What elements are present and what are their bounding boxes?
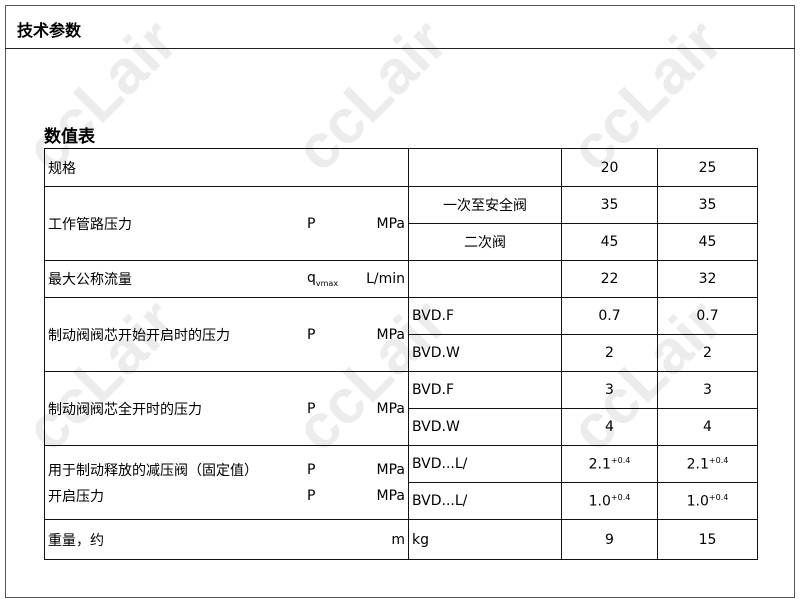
table-row: 规格 20 25	[44, 148, 758, 187]
panel-title: 技术参数	[17, 21, 82, 40]
table-row: 重量，约 m kg 9 15	[44, 519, 758, 560]
table-row: 二次阀 45 45	[45, 223, 758, 261]
table-row: BVD...L/ 1.0+0.4 1.0+0.4	[45, 482, 758, 520]
table-row: BVD.W 4 4	[45, 408, 758, 446]
table-row: 工作管路压力 P MPa 一次至安全阀 35 35	[44, 186, 758, 261]
table-row: 制动阀阀芯全开时的压力 P MPa BVD.F 3 3	[44, 371, 758, 446]
parameter-table: 规格 20 25 工作管路压力 P MPa 一次至安全阀 35 35 二次阀 45 45 最大…	[44, 148, 758, 560]
section-title: 数值表	[44, 127, 95, 147]
table-row: 最大公称流量 qvmax L/min 22 32	[44, 260, 758, 298]
table-row: BVD.W 2 2	[45, 334, 758, 372]
panel-frame	[5, 5, 795, 598]
panel-header: 技术参数	[5, 5, 795, 49]
table-row: 用于制动释放的减压阀（固定值） P MPa 开启压力 P MPa BVD...L/ 2.…	[44, 445, 758, 520]
table-row: 制动阀阀芯开始开启时的压力 P MPa BVD.F 0.7 0.7	[44, 297, 758, 372]
